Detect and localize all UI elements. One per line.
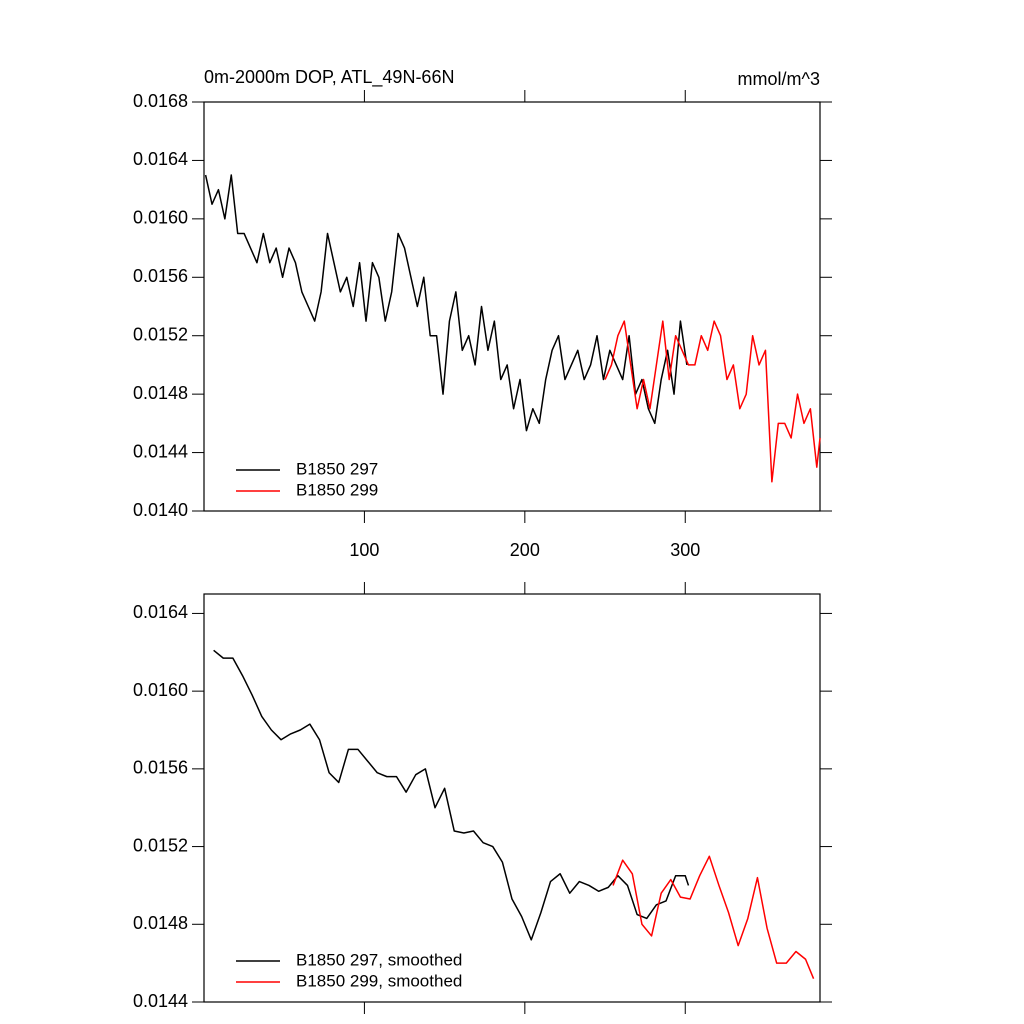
y-tick-label: 0.0164 [133, 602, 188, 622]
y-tick-label: 0.0144 [133, 441, 188, 461]
chart-title: 0m-2000m DOP, ATL_49N-66N [204, 67, 454, 88]
plot-frame [203, 593, 821, 1003]
y-tick-label: 0.0140 [133, 500, 188, 520]
series-line [612, 855, 815, 979]
y-tick-label: 0.0156 [133, 758, 188, 778]
x-tick-label: 200 [510, 540, 540, 560]
legend-label: B1850 299, smoothed [296, 971, 462, 990]
series-line [213, 649, 690, 941]
series-line [604, 320, 821, 483]
y-tick-label: 0.0148 [133, 913, 188, 933]
legend-label: B1850 297 [296, 459, 378, 478]
y-tick-label: 0.0156 [133, 266, 188, 286]
y-tick-label: 0.0164 [133, 149, 188, 169]
y-tick-label: 0.0160 [133, 208, 188, 228]
y-tick-label: 0.0152 [133, 324, 188, 344]
y-tick-label: 0.0144 [133, 991, 188, 1011]
x-tick-label: 100 [349, 540, 379, 560]
y-tick-label: 0.0148 [133, 383, 188, 403]
y-tick-label: 0.0160 [133, 680, 188, 700]
legend-label: B1850 297, smoothed [296, 950, 462, 969]
plot-frame [203, 101, 821, 512]
y-tick-label: 0.0168 [133, 91, 188, 111]
legend-label: B1850 299 [296, 480, 378, 499]
x-tick-label: 300 [670, 540, 700, 560]
series-line [204, 174, 688, 432]
y-tick-label: 0.0152 [133, 835, 188, 855]
units-label: mmol/m^3 [738, 69, 820, 89]
